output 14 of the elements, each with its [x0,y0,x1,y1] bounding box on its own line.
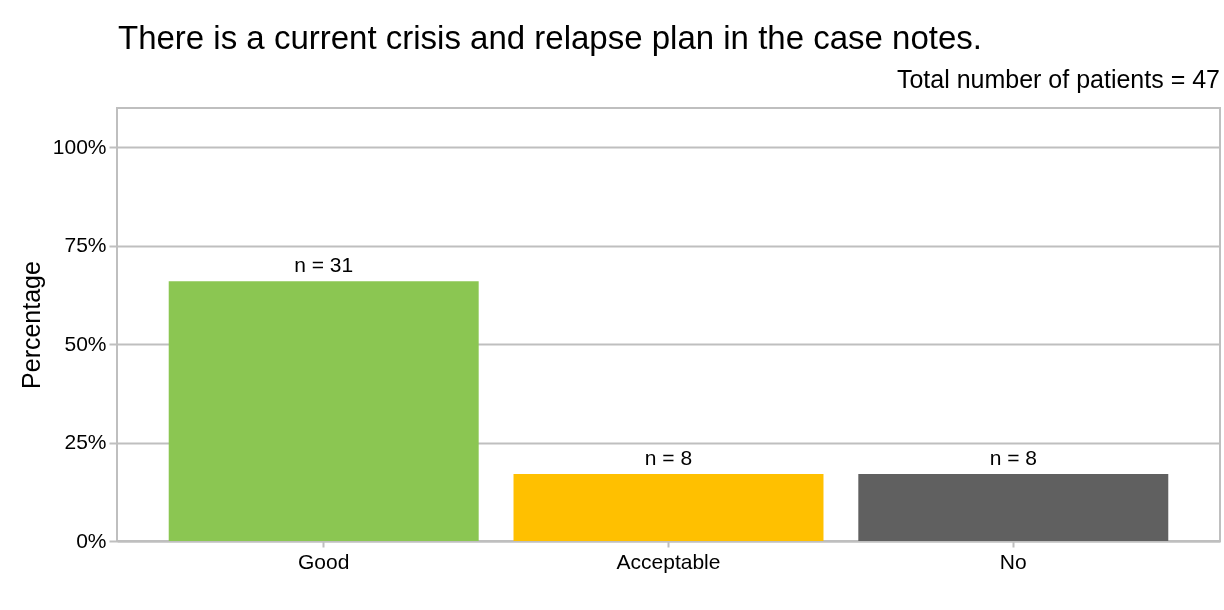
y-axis-title: Percentage [16,261,45,389]
y-tick-label: 25% [64,430,107,454]
chart-title: There is a current crisis and relapse plan in the case notes. [118,19,982,56]
x-tick-label: Good [298,549,350,573]
x-tick-label: No [999,549,1027,573]
annotation: n = 31 [294,253,354,277]
chart-subtitle: Total number of patients = 47 [896,65,1220,93]
y-tick-label: 0% [76,528,107,552]
annotation: n = 8 [644,446,693,470]
annotation: n = 8 [989,446,1037,470]
y-tick-label: 100% [52,134,107,158]
x-tick-label: Acceptable [616,549,721,573]
y-tick-label: 50% [64,331,107,355]
y-tick-label: 75% [64,233,107,257]
